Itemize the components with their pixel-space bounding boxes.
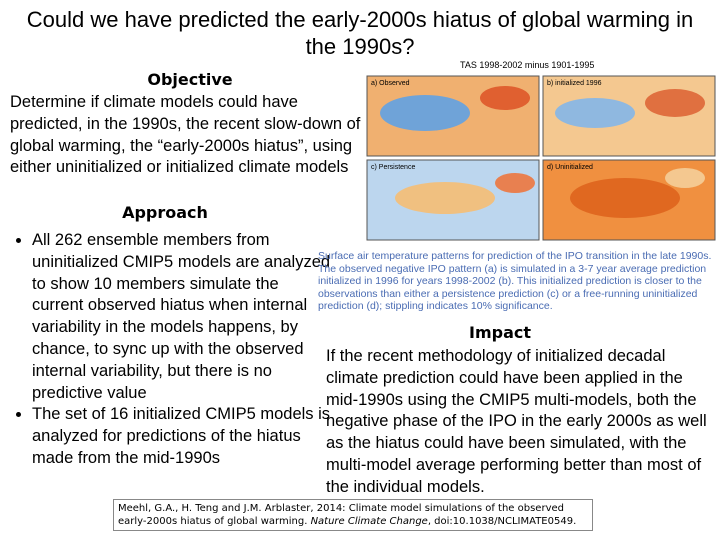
impact-heading: Impact xyxy=(468,323,531,342)
map-panel: c) Persistence xyxy=(366,159,540,241)
objective-text: Determine if climate models could have p… xyxy=(10,93,361,177)
citation-authors: Meehl, G.A., H. Teng and J.M. Arblaster,… xyxy=(118,503,564,527)
approach-bullet: All 262 ensemble members from uninitiali… xyxy=(32,230,332,404)
slide-title: Could we have predicted the early-2000s … xyxy=(26,7,694,59)
citation: Meehl, G.A., H. Teng and J.M. Arblaster,… xyxy=(113,499,593,531)
approach-heading: Approach xyxy=(122,203,208,222)
panel-label: d) Uninitialized xyxy=(547,164,593,171)
citation-doi: , doi:10.1038/NCLIMATE0549. xyxy=(427,516,577,527)
figure: TAS 1998-2002 minus 1901-1995 a) Observe… xyxy=(366,60,716,241)
approach-list: All 262 ensemble members from uninitiali… xyxy=(12,230,332,470)
panel-label: c) Persistence xyxy=(371,164,415,171)
citation-journal: Nature Climate Change xyxy=(310,516,428,527)
panel-label: b) initialized 1996 xyxy=(547,80,602,87)
approach-bullet: The set of 16 initialized CMIP5 models i… xyxy=(32,404,332,469)
map-panel: b) initialized 1996 xyxy=(542,75,716,157)
impact-text: If the recent methodology of initialized… xyxy=(326,347,707,496)
panel-label: a) Observed xyxy=(371,80,410,87)
figure-title: TAS 1998-2002 minus 1901-1995 xyxy=(460,60,594,70)
map-panel: a) Observed xyxy=(366,75,540,157)
figure-caption: Surface air temperature patterns for pre… xyxy=(318,250,712,313)
objective-heading: Objective xyxy=(147,70,233,89)
map-panel: d) Uninitialized xyxy=(542,159,716,241)
